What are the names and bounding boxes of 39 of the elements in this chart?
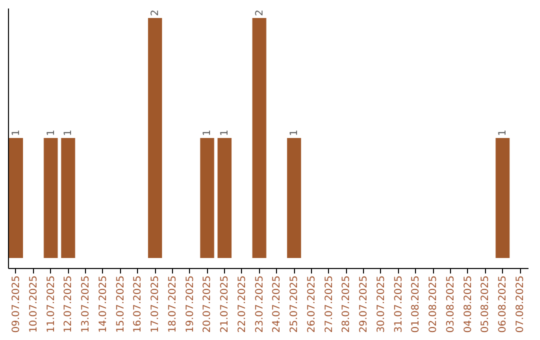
x-tick-label: 15.07.2025 xyxy=(115,276,126,333)
data-label: 1 xyxy=(46,130,57,136)
x-tick-label: 16.07.2025 xyxy=(132,276,144,333)
x-tick-label: 14.07.2025 xyxy=(98,276,109,333)
x-tick-label: 27.07.2025 xyxy=(324,276,335,333)
x-tick-label: 04.08.2025 xyxy=(462,276,474,333)
x-tick-label: 12.07.2025 xyxy=(63,276,74,333)
x-tick-label: 13.07.2025 xyxy=(80,276,92,333)
x-tick-label: 10.07.2025 xyxy=(28,276,40,333)
x-tick-label: 02.08.2025 xyxy=(428,276,440,333)
data-label: 1 xyxy=(63,130,74,136)
x-tick-label: 25.07.2025 xyxy=(289,276,300,333)
x-tick-label: 03.08.2025 xyxy=(445,276,456,333)
data-label: 1 xyxy=(202,130,214,136)
x-tick-label: 06.08.2025 xyxy=(498,276,509,333)
x-tick-label: 17.07.2025 xyxy=(150,276,162,333)
x-tick-label: 31.07.2025 xyxy=(393,276,404,333)
x-tick-label: 18.07.2025 xyxy=(167,276,178,333)
x-tick-label: 11.07.2025 xyxy=(46,276,57,333)
x-tick-label: 09.07.2025 xyxy=(10,276,22,333)
data-label: 1 xyxy=(10,130,22,136)
x-tick-label: 19.07.2025 xyxy=(184,276,196,333)
x-tick-label: 28.07.2025 xyxy=(341,276,352,333)
x-tick-label: 24.07.2025 xyxy=(272,276,283,333)
x-tick-label: 21.07.2025 xyxy=(220,276,231,333)
data-label: 1 xyxy=(220,130,231,136)
x-tick-label: 23.07.2025 xyxy=(254,276,266,333)
x-tick-label: 22.07.2025 xyxy=(236,276,248,333)
x-tick-label: 29.07.2025 xyxy=(358,276,370,333)
data-label: 1 xyxy=(289,130,300,136)
x-tick-label: 20.07.2025 xyxy=(202,276,214,333)
x-tick-label: 07.08.2025 xyxy=(515,276,526,333)
x-tick-label: 01.08.2025 xyxy=(410,276,422,333)
x-tick-label: 05.08.2025 xyxy=(480,276,492,333)
data-label: 2 xyxy=(150,10,162,16)
x-tick-label: 30.07.2025 xyxy=(376,276,387,333)
x-tick-label: 26.07.2025 xyxy=(306,276,318,333)
data-label: 2 xyxy=(254,10,266,16)
data-label: 1 xyxy=(498,130,509,136)
